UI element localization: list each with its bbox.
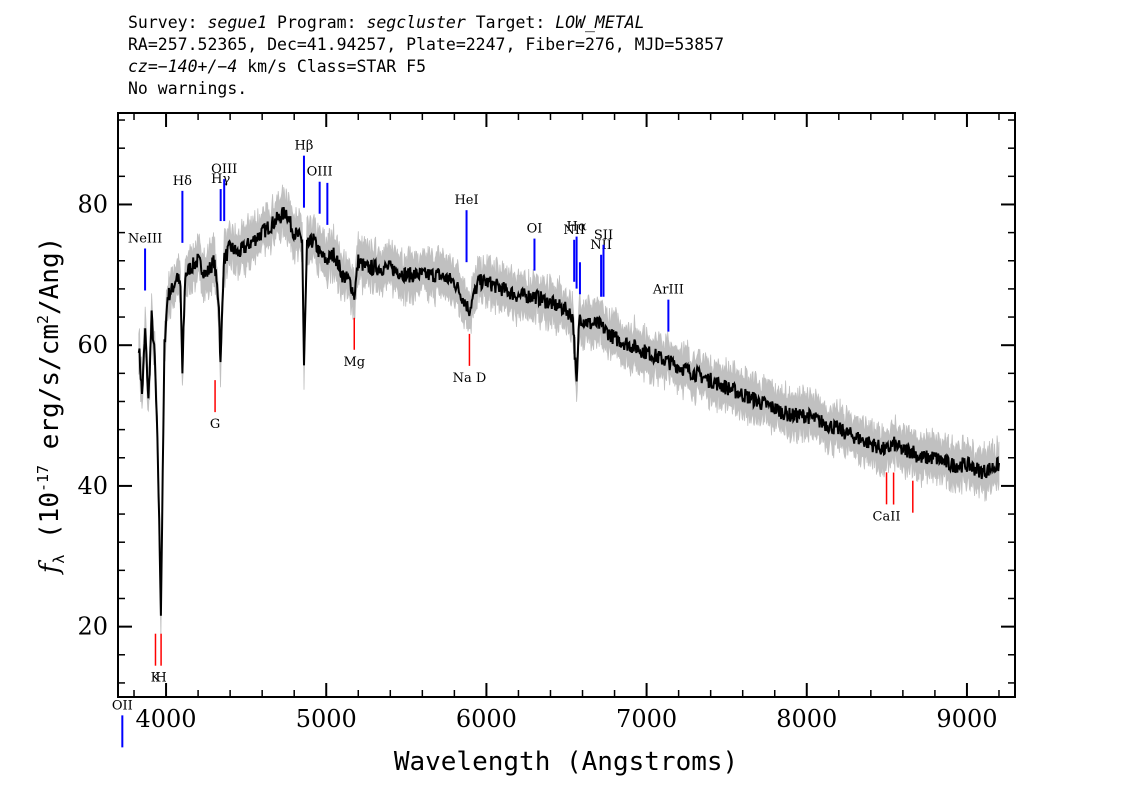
y-axis-label-part: -17 [34, 465, 52, 492]
spectrum-line [137, 206, 1000, 616]
y-axis-label: fλ (10-17 erg/s/cm2/Ang) [34, 237, 68, 576]
y-axis-label-part: 2 [34, 315, 52, 324]
emission-line-label: OI [527, 222, 543, 237]
x-tick-label: 5000 [296, 705, 357, 733]
x-tick-label: 7000 [616, 705, 677, 733]
plot-frame [117, 112, 1016, 698]
header-line-redshift: cz=−140+/−4 km/s Class=STAR F5 [128, 56, 724, 78]
emission-line-label: OIII [307, 165, 333, 180]
y-axis-label-part: erg/s/cm [35, 324, 65, 465]
emission-line-label: Hβ [295, 139, 314, 154]
absorption-line-label: Mg [343, 355, 365, 370]
emission-line-label: Hδ [173, 174, 192, 189]
spectrum-header: Survey: segue1 Program: segcluster Targe… [128, 12, 724, 100]
header-line-coordinates: RA=257.52365, Dec=41.94257, Plate=2247, … [128, 35, 725, 54]
redshift-value: cz=−140+/−4 [128, 57, 238, 76]
y-tick-label: 40 [77, 472, 108, 500]
emission-line-label: NII [590, 238, 612, 253]
x-tick-label: 6000 [456, 705, 517, 733]
header-line-warnings: No warnings. [128, 79, 248, 98]
absorption-line-label: Na D [453, 371, 487, 386]
header-line-survey: Survey: segue1 Program: segcluster Targe… [128, 12, 724, 34]
emission-line-label: NII [563, 223, 585, 238]
program-label: Program: [267, 13, 367, 32]
absorption-line-label: G [210, 417, 220, 432]
program-value: segcluster [366, 13, 466, 32]
survey-value: segue1 [207, 13, 268, 32]
y-tick-label: 60 [77, 331, 108, 359]
y-tick-label: 20 [77, 613, 108, 641]
target-label: Target: [465, 13, 556, 32]
axis-layer: 4000 5000 6000 7000 8000 9000 20 40 60 80 [77, 113, 1015, 733]
class-value: km/s Class=STAR F5 [237, 57, 427, 76]
emission-line-label: SII [594, 228, 613, 243]
survey-label: Survey: [128, 13, 208, 32]
emission-line-label: HeI [454, 193, 478, 208]
absorption-line-label: K [151, 671, 161, 686]
y-tick-label: 80 [77, 190, 108, 218]
emission-line-label: OIII [211, 162, 237, 177]
y-axis-label-part: λ [50, 555, 68, 564]
x-tick-label: 8000 [776, 705, 837, 733]
emission-line-label: NeIII [128, 232, 162, 247]
target-value: LOW_METAL [555, 13, 645, 32]
emission-line-label: ArIII [652, 283, 684, 298]
y-axis-label-part: (10 [35, 492, 65, 555]
y-axis-label-part: /Ang) [35, 237, 65, 315]
emission-line-label: Hγ [211, 172, 230, 187]
error-band [138, 184, 1000, 637]
x-axis-label: Wavelength (Angstroms) [394, 747, 738, 777]
absorption-line-label: H [155, 671, 166, 686]
emission-line-label: Hα [567, 220, 587, 235]
x-tick-label: 9000 [936, 705, 997, 733]
emission-line-label: OII [112, 698, 133, 713]
absorption-line-label: CaII [873, 509, 901, 524]
x-tick-label: 4000 [136, 705, 197, 733]
